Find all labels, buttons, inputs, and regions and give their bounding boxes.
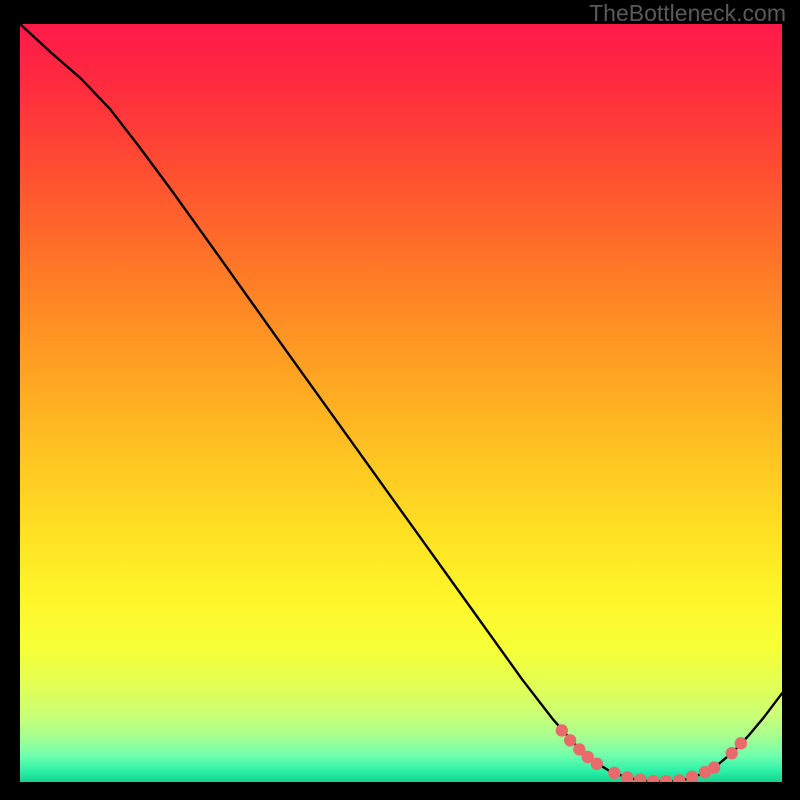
heat-gradient-background <box>20 24 782 782</box>
chart-stage: TheBottleneck.com <box>0 0 800 800</box>
watermark-label: TheBottleneck.com <box>589 0 786 27</box>
plot-area <box>20 24 782 782</box>
